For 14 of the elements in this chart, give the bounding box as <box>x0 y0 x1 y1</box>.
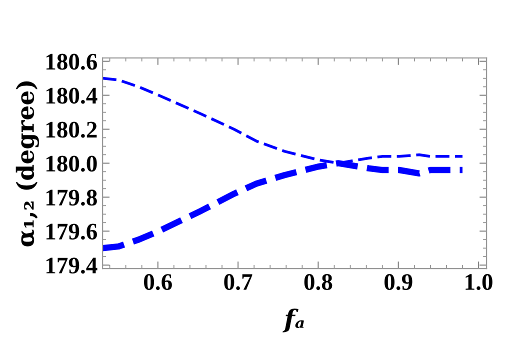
y-tick-label: 180.4 <box>46 88 98 104</box>
y-tick-label: 179.4 <box>46 258 98 274</box>
y-tick-label: 180.6 <box>46 54 98 70</box>
y-axis-title: α₁,₂ (degree) <box>16 81 40 246</box>
x-tick-label: 0.7 <box>224 274 252 290</box>
y-tick-label: 179.8 <box>46 190 97 206</box>
x-tick-label: 1.0 <box>466 274 492 290</box>
x-tick-label: 0.6 <box>144 274 172 290</box>
y-tick-label: 180.0 <box>46 156 97 172</box>
x-tick-label: 0.9 <box>384 274 412 290</box>
x-axis-title: fₐ <box>282 308 304 332</box>
y-tick-label: 180.2 <box>46 122 97 138</box>
x-tick-label: 0.8 <box>304 274 332 290</box>
y-tick-label: 179.6 <box>46 224 98 240</box>
